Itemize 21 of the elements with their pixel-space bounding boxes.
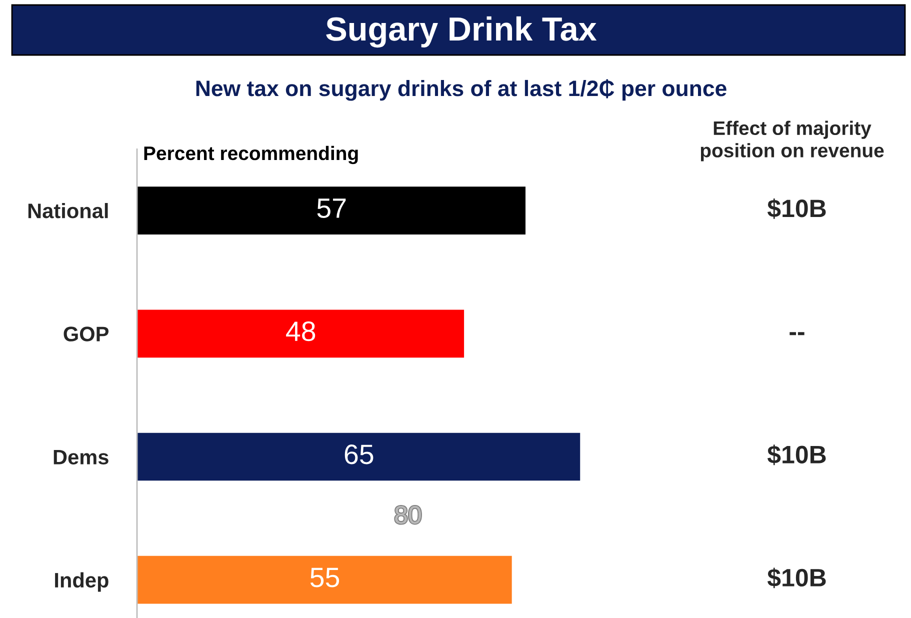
y-tick-label: Dems <box>54 450 108 464</box>
chart-subtitle: New tax on sugary drinks of at last 1/2₵ per ounce <box>196 79 726 101</box>
data-label: 57 <box>317 198 346 218</box>
text: $10B <box>767 198 826 219</box>
data-label: 48 <box>286 321 316 342</box>
y-tick-label: GOP <box>64 326 109 342</box>
bar <box>137 431 582 482</box>
text: -- <box>790 332 804 336</box>
bar <box>137 185 527 236</box>
chart-title: Sugary Drink Tax <box>326 16 597 48</box>
x-axis-title: Percent recommending <box>144 146 358 164</box>
y-tick-label: National <box>28 203 108 218</box>
y-tick-label: Indep <box>55 572 108 592</box>
text: $10B <box>767 444 826 466</box>
text: $10B <box>767 568 826 588</box>
data-label: 55 <box>310 568 340 588</box>
text: Effect of majority position on revenue <box>700 120 884 162</box>
bar <box>137 554 514 606</box>
data-label: 65 <box>344 444 374 464</box>
bar <box>137 308 466 359</box>
annotation: 80 <box>395 506 421 524</box>
